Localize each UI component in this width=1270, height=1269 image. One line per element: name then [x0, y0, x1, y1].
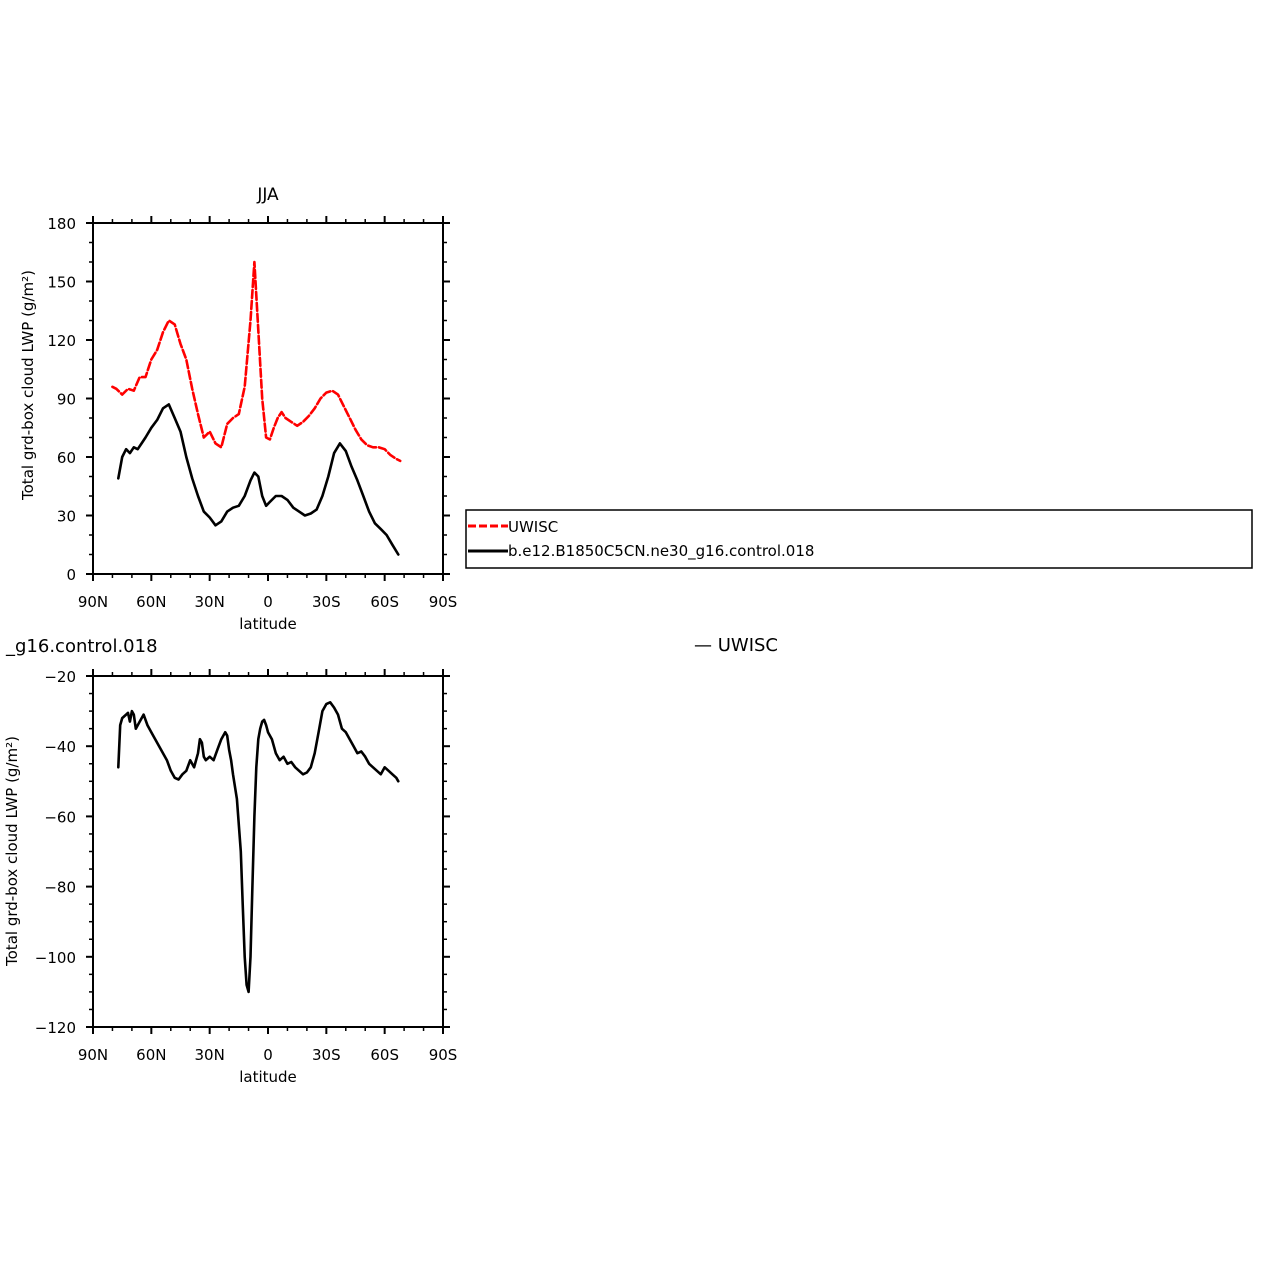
top-plot-panel: JJA 0 30 60 90 120 150 180 90N 60N 30N 0 30S 60S 90S… [19, 185, 457, 633]
x-tick-label: 30S [312, 593, 341, 611]
x-tick-label: 60N [136, 1046, 166, 1064]
y-axis-label: Total grd-box cloud LWP (g/m²) [3, 736, 21, 967]
chart-title: JJA [256, 185, 279, 205]
x-tick-label: 30N [195, 593, 225, 611]
x-tick-label: 0 [263, 593, 273, 611]
series-line-b-e12-b1850c5cn-ne30-g16-control-018 [117, 403, 400, 556]
y-tick-label: −120 [35, 1019, 76, 1037]
y-tick-label: 150 [47, 274, 76, 292]
y-tick-label: 30 [57, 508, 76, 526]
legend-box [465, 509, 1253, 569]
series-lines [111, 260, 402, 556]
y-tick-label: −80 [44, 879, 76, 897]
x-tick-label: 60N [136, 593, 166, 611]
x-tick-label: 90N [78, 593, 108, 611]
y-tick-label: 0 [66, 566, 76, 584]
y-axis-ticks: −120 −100 −80 −60 −40 −20 [35, 668, 450, 1037]
y-tick-label: 120 [47, 332, 76, 350]
x-tick-label: 60S [370, 1046, 399, 1064]
x-axis-label: latitude [239, 1068, 297, 1086]
x-axis-label: latitude [239, 615, 297, 633]
x-tick-label: 30N [195, 1046, 225, 1064]
legend: UWISC b.e12.B1850C5CN.ne30_g16.control.0… [465, 509, 1253, 569]
y-tick-label: −20 [44, 668, 76, 686]
y-tick-label: −100 [35, 949, 76, 967]
plot-frame [92, 222, 444, 575]
legend-label-control: b.e12.B1850C5CN.ne30_g16.control.018 [508, 542, 814, 561]
y-tick-label: −40 [44, 738, 76, 756]
y-axis-ticks: 0 30 60 90 120 150 180 [47, 215, 450, 584]
bottom-plot-panel: −120 −100 −80 −60 −40 −20 90N 60N 30N 0 30S 60S 90S… [3, 668, 457, 1086]
y-tick-label: 90 [57, 391, 76, 409]
legend-label-uwisc: UWISC [508, 518, 558, 536]
x-tick-label: 60S [370, 593, 399, 611]
y-tick-label: 180 [47, 215, 76, 233]
x-tick-label: 0 [263, 1046, 273, 1064]
x-axis-ticks: 90N 60N 30N 0 30S 60S 90S [78, 669, 457, 1064]
x-tick-label: 90S [429, 593, 458, 611]
y-tick-label: 60 [57, 449, 76, 467]
x-tick-label: 90N [78, 1046, 108, 1064]
series-line-series-0 [117, 700, 400, 994]
difference-title-fragment: _g16.control.018 [5, 636, 158, 657]
x-tick-label: 90S [429, 1046, 458, 1064]
series-line-uwisc [111, 260, 402, 463]
x-axis-ticks: 90N 60N 30N 0 30S 60S 90S [78, 216, 457, 611]
difference-title-right: — UWISC [694, 635, 778, 656]
series-lines [117, 700, 400, 994]
y-axis-label: Total grd-box cloud LWP (g/m²) [19, 270, 37, 501]
x-tick-label: 30S [312, 1046, 341, 1064]
y-tick-label: −60 [44, 808, 76, 826]
